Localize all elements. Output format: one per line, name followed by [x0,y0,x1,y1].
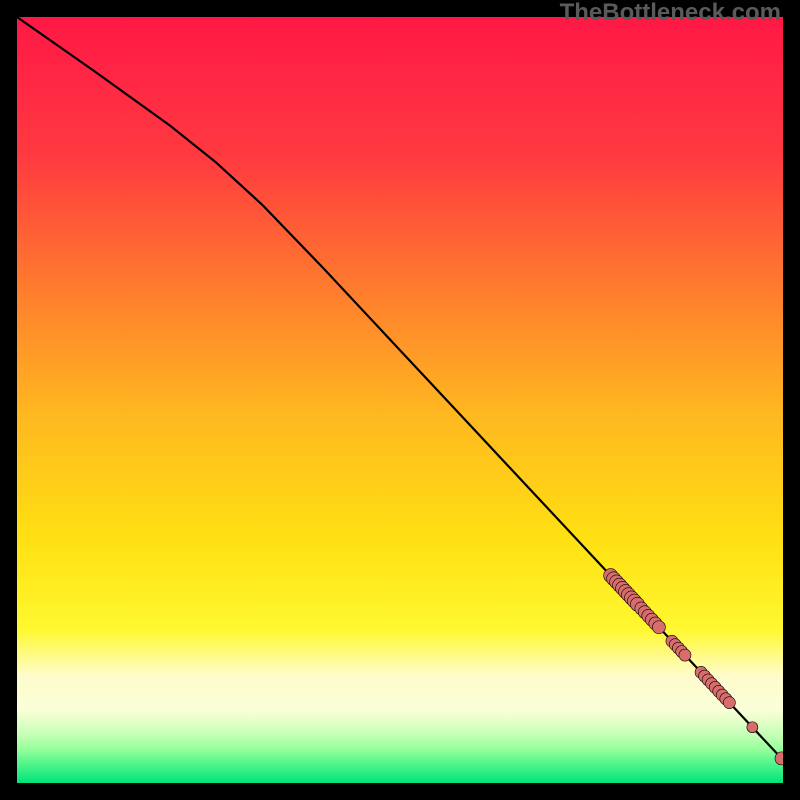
data-marker [679,649,691,661]
data-marker [652,621,665,634]
data-marker [747,722,758,733]
chart-svg [17,17,783,783]
plot-area [17,17,783,783]
watermark-text: TheBottleneck.com [560,0,781,27]
chart-frame: TheBottleneck.com [0,0,800,800]
bottleneck-curve [17,17,783,760]
data-marker [723,697,735,709]
